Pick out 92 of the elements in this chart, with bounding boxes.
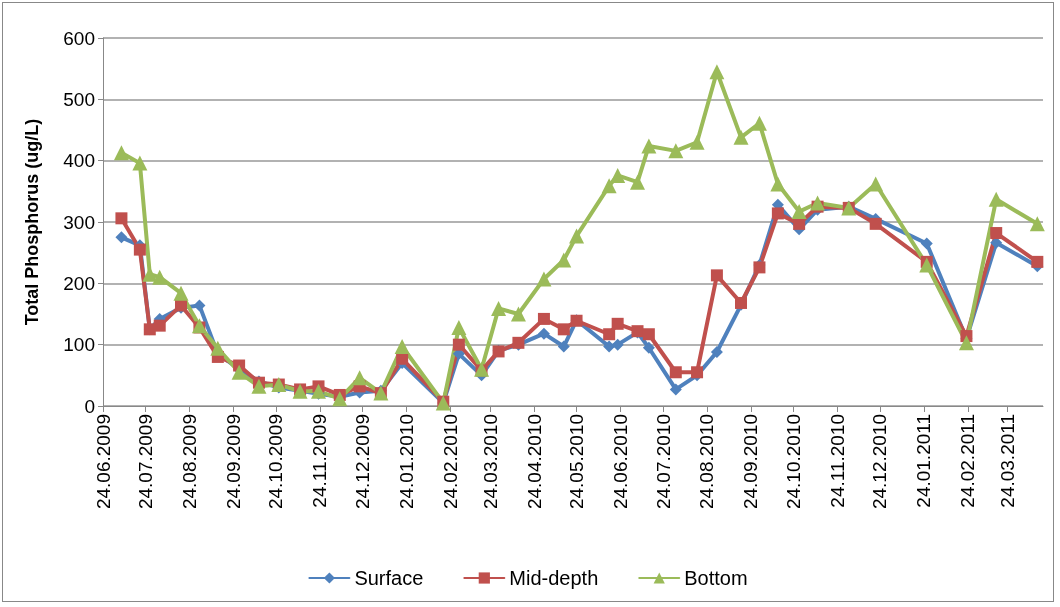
x-tick-label: 24.12.2009 (351, 414, 373, 510)
point (603, 340, 616, 353)
point (920, 237, 933, 250)
point (231, 364, 247, 380)
point (988, 191, 1004, 207)
point (510, 306, 526, 322)
point (641, 138, 657, 154)
point (601, 178, 617, 194)
point (537, 327, 550, 340)
point (251, 378, 267, 394)
point (611, 317, 624, 330)
point (868, 176, 884, 192)
point (394, 339, 410, 355)
point (810, 195, 826, 211)
legend-label: Mid-depth (509, 567, 599, 589)
point (536, 271, 552, 287)
x-tick-label: 24.10.2009 (265, 414, 287, 510)
x-tick-label: 24.01.2011 (913, 414, 935, 508)
x-tick-label: 24.09.2009 (222, 414, 244, 510)
y-tick-label: 400 (63, 150, 95, 172)
point (689, 134, 705, 150)
point (210, 340, 226, 356)
point (311, 383, 327, 399)
x-tick-label: 24.02.2010 (439, 414, 461, 510)
point (668, 143, 684, 159)
point (113, 145, 129, 161)
x-tick-label: 24.04.2010 (523, 414, 545, 510)
point (642, 341, 655, 354)
point (557, 323, 570, 336)
y-tick-label: 0 (84, 395, 95, 417)
point (710, 269, 723, 282)
point (958, 335, 974, 351)
point (669, 383, 682, 396)
x-tick-label: 24.06.2010 (610, 414, 631, 510)
point (491, 300, 507, 316)
y-tick-label: 100 (63, 334, 95, 356)
x-tick-label: 24.11.2009 (309, 414, 331, 508)
x-tick-label: 24.08.2009 (178, 414, 200, 510)
point (869, 217, 882, 230)
y-axis-title: Total Phosphorus (ug/L) (22, 118, 42, 326)
point (133, 243, 146, 256)
point (733, 129, 749, 145)
x-tick-label: 24.07.2009 (135, 414, 157, 510)
y-tick-label: 500 (63, 88, 95, 110)
point (919, 257, 935, 273)
point (569, 228, 585, 244)
x-tick-label: 24.07.2010 (652, 414, 674, 510)
point (1031, 255, 1044, 268)
point (1029, 216, 1045, 232)
point (193, 299, 206, 312)
point (451, 319, 467, 335)
point (603, 328, 616, 341)
y-tick-label: 600 (63, 27, 95, 49)
point (557, 340, 570, 353)
point (556, 252, 572, 268)
x-tick-label: 24.08.2010 (696, 414, 718, 510)
point (630, 174, 646, 190)
point (611, 338, 624, 351)
x-tick-label: 24.02.2011 (957, 414, 979, 508)
point (642, 328, 655, 341)
x-tick-label: 24.09.2010 (740, 414, 762, 510)
legend-label: Surface (354, 567, 424, 589)
point (332, 391, 348, 407)
point (152, 269, 168, 285)
point (710, 346, 723, 359)
point (352, 370, 368, 386)
point (173, 285, 189, 301)
x-tick-label: 24.01.2010 (395, 414, 417, 510)
point (153, 319, 166, 332)
point (669, 366, 682, 379)
point (771, 207, 784, 220)
y-tick-label: 200 (63, 272, 95, 294)
legend-label: Bottom (684, 567, 748, 589)
x-tick-label: 24.10.2010 (782, 414, 804, 510)
point (115, 212, 128, 225)
x-tick-label: 24.03.2011 (997, 414, 1019, 508)
point (537, 312, 550, 325)
point (610, 167, 626, 183)
point (115, 231, 128, 244)
point (791, 204, 807, 220)
point (751, 115, 767, 131)
y-tick-label: 300 (63, 211, 95, 233)
x-tick-label: 24.12.2010 (869, 414, 891, 510)
point (132, 155, 148, 171)
point (990, 227, 1003, 240)
point (452, 338, 465, 351)
x-tick-label: 24.03.2010 (479, 414, 501, 510)
x-tick-label: 24.05.2010 (566, 414, 588, 510)
x-tick-label: 24.06.2009 (92, 414, 114, 510)
point (709, 64, 725, 80)
point (770, 176, 786, 192)
x-tick-label: 24.11.2010 (826, 414, 848, 508)
